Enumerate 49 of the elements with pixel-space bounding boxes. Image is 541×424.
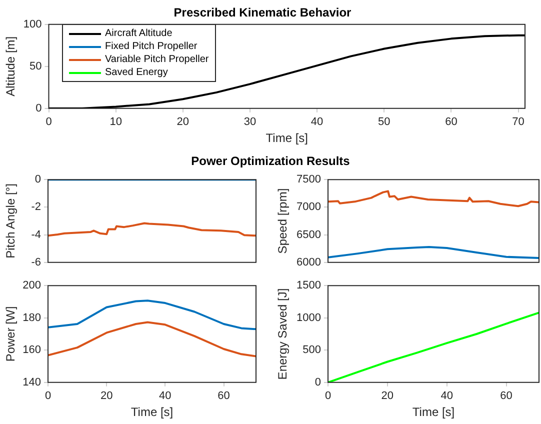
y-axis-title: Energy Saved [J] xyxy=(276,288,290,380)
legend-label: Aircraft Altitude xyxy=(105,27,172,40)
y-tick-label: 7000 xyxy=(296,201,321,214)
y-axis-title: Speed [rpm] xyxy=(276,188,290,254)
y-tick-label: 6000 xyxy=(296,256,321,268)
x-tick-label: 20 xyxy=(100,390,113,402)
x-axis-title: Time [s] xyxy=(412,405,455,420)
y-axis-title: Pitch Angle [°] xyxy=(4,184,18,258)
x-tick-label: 20 xyxy=(176,116,190,128)
y-tick-label: 1500 xyxy=(296,280,321,292)
y-tick-label: 500 xyxy=(302,344,321,356)
x-tick-label: 0 xyxy=(44,390,52,402)
x-tick-label: 70 xyxy=(512,116,524,128)
y-tick-label: 0 xyxy=(36,102,42,114)
y-tick-label: 140 xyxy=(22,376,41,388)
y-tick-label: 7500 xyxy=(296,174,321,186)
y-axis-title: Altitude [m] xyxy=(4,36,18,96)
legend-label: Fixed Pitch Propeller xyxy=(105,40,198,53)
x-tick-label: 40 xyxy=(440,390,453,402)
y-tick-label: 6500 xyxy=(296,228,321,241)
x-tick-label: 40 xyxy=(159,390,172,402)
y-tick-label: 100 xyxy=(23,18,42,30)
y-tick-label: -2 xyxy=(31,201,41,214)
legend-label: Saved Energy xyxy=(105,66,168,79)
x-tick-label: 50 xyxy=(378,116,390,128)
legend-label: Variable Pitch Propeller xyxy=(105,53,209,66)
x-tick-label: 20 xyxy=(381,390,394,402)
y-tick-label: 0 xyxy=(34,174,41,186)
chart-title: Power Optimization Results xyxy=(190,154,351,168)
x-tick-label: 60 xyxy=(218,390,230,402)
x-axis-title: Time [s] xyxy=(266,131,308,146)
y-tick-label: 160 xyxy=(22,344,41,356)
x-tick-label: 30 xyxy=(244,116,256,128)
x-tick-label: 60 xyxy=(500,390,512,402)
x-tick-label: 40 xyxy=(310,116,324,128)
x-tick-label: 0 xyxy=(46,116,52,128)
x-axis-title: Time [s] xyxy=(130,405,174,420)
y-tick-label: 200 xyxy=(22,280,41,292)
y-tick-label: 50 xyxy=(30,60,42,72)
y-tick-label: 0 xyxy=(314,376,321,388)
x-tick-label: 60 xyxy=(445,116,458,128)
y-tick-label: -4 xyxy=(31,228,41,241)
x-tick-label: 10 xyxy=(110,116,122,128)
y-tick-label: 1000 xyxy=(296,312,321,324)
x-tick-label: 0 xyxy=(324,390,332,402)
y-axis-title: Power [W] xyxy=(4,306,18,362)
y-tick-label: -6 xyxy=(31,256,41,268)
chart-title: Prescribed Kinematic Behavior xyxy=(174,6,352,20)
y-tick-label: 180 xyxy=(22,312,41,324)
